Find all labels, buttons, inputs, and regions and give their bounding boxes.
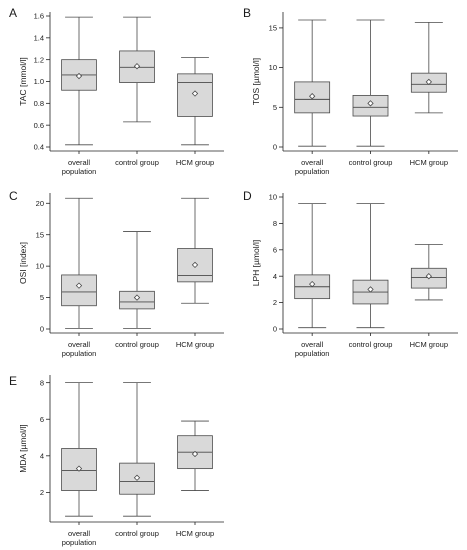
box-1 — [61, 382, 97, 517]
x-tick-label: population — [295, 349, 330, 358]
mean-marker — [425, 78, 432, 86]
y-tick-label: 0 — [40, 325, 44, 334]
x-tick-label: control group — [349, 158, 393, 167]
iqr-box — [61, 274, 97, 307]
panel-letter: C — [9, 189, 18, 203]
x-tick-label: overall — [68, 529, 90, 538]
y-tick-label: 6 — [273, 245, 277, 254]
box-3 — [410, 21, 447, 114]
x-tick-label: overall — [68, 340, 90, 349]
x-tick-label: HCM group — [410, 340, 448, 349]
x-tick-label: HCM group — [410, 158, 448, 167]
box-3 — [177, 420, 213, 491]
x-tick-label: control group — [349, 340, 393, 349]
y-tick-label: 10 — [269, 193, 277, 202]
mean-marker — [367, 100, 374, 107]
x-tick-label: control group — [115, 529, 159, 538]
y-tick-label: 0 — [273, 143, 277, 152]
mean-marker — [75, 72, 83, 80]
box-3 — [177, 57, 213, 146]
x-tick-label: overall — [301, 340, 323, 349]
mean-marker — [309, 93, 316, 100]
x-tick-label: population — [62, 538, 97, 547]
x-tick-label: HCM group — [176, 158, 214, 167]
box-3 — [177, 197, 213, 304]
x-tick-label: overall — [68, 158, 90, 167]
mean-marker — [191, 261, 199, 269]
y-tick-label: 1.0 — [34, 77, 44, 86]
y-tick-label: 15 — [269, 24, 277, 33]
x-tick-label: population — [62, 349, 97, 358]
y-tick-label: 20 — [36, 199, 44, 208]
y-tick-label: 5 — [273, 103, 277, 112]
y-axis-label: TAC [mmol/l] — [18, 57, 28, 105]
y-tick-label: 8 — [273, 219, 277, 228]
box-2 — [352, 19, 389, 147]
y-tick-label: 8 — [40, 378, 44, 387]
mean-marker — [425, 273, 432, 280]
box-2 — [119, 16, 155, 123]
x-tick-label: population — [295, 167, 330, 176]
y-tick-label: 15 — [36, 230, 44, 239]
y-tick-label: 0.6 — [34, 121, 44, 130]
y-tick-label: 10 — [36, 262, 44, 271]
mean-marker — [133, 63, 141, 70]
panel-letter: D — [243, 189, 252, 203]
y-axis-label: MDA [µmol/l] — [18, 424, 28, 472]
box-2 — [352, 203, 389, 329]
box-3 — [410, 244, 447, 301]
panel-letter: E — [9, 374, 17, 388]
mean-marker — [367, 286, 374, 293]
x-tick-label: population — [62, 167, 97, 176]
panel-letter: A — [9, 6, 17, 20]
y-tick-label: 4 — [273, 272, 277, 281]
y-tick-label: 0.8 — [34, 99, 44, 108]
mean-marker — [75, 282, 83, 289]
mean-marker — [191, 90, 199, 97]
box-1 — [294, 203, 331, 329]
y-tick-label: 1.2 — [34, 55, 44, 64]
x-tick-label: overall — [301, 158, 323, 167]
y-axis-label: TOS [µmol/l] — [251, 58, 261, 105]
y-tick-label: 2 — [273, 298, 277, 307]
box-1 — [294, 19, 331, 147]
y-tick-label: 1.6 — [34, 12, 44, 21]
mean-marker — [133, 474, 141, 481]
mean-marker — [309, 280, 316, 288]
y-tick-label: 1.4 — [34, 33, 44, 42]
x-tick-label: control group — [115, 340, 159, 349]
mean-marker — [75, 465, 83, 472]
y-tick-label: 2 — [40, 488, 44, 497]
y-tick-label: 6 — [40, 415, 44, 424]
box-2 — [119, 231, 155, 329]
y-tick-label: 0 — [273, 325, 277, 334]
panel-letter: B — [243, 6, 251, 20]
y-axis-label: OSI [index] — [18, 242, 28, 284]
x-tick-label: HCM group — [176, 340, 214, 349]
mean-marker — [133, 294, 141, 301]
y-tick-label: 10 — [269, 63, 277, 72]
y-tick-label: 0.4 — [34, 143, 44, 152]
box-1 — [61, 16, 97, 146]
mean-marker — [191, 450, 199, 458]
y-tick-label: 4 — [40, 451, 44, 460]
box-1 — [61, 197, 97, 329]
box-2 — [119, 382, 155, 517]
y-tick-label: 5 — [40, 293, 44, 302]
y-axis-label: LPH [µmol/l] — [251, 240, 261, 286]
panel-a: A 0.4 0.6 0.8 1.0 1.2 1.4 1.6 TAC [mmol/l] overal… — [9, 6, 224, 176]
x-tick-label: HCM group — [176, 529, 214, 538]
x-tick-label: control group — [115, 158, 159, 167]
